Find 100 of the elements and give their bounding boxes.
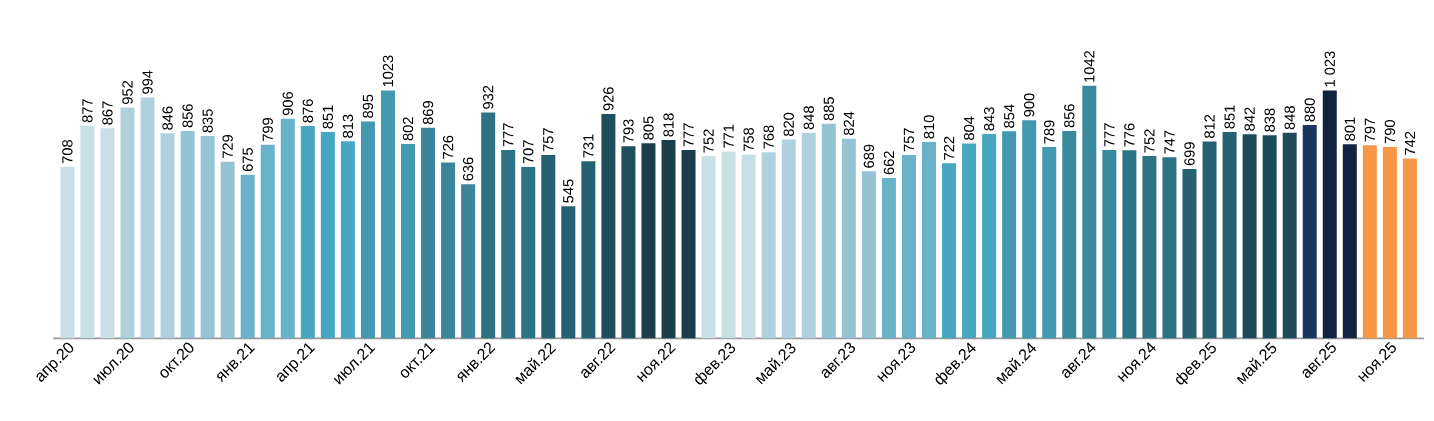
bar: [901, 154, 916, 339]
data-label: 1 023: [1324, 51, 1335, 87]
bar: [741, 154, 756, 339]
bar: [120, 107, 135, 339]
bar: [360, 121, 375, 339]
data-label: 867: [102, 101, 113, 125]
data-label: 777: [1104, 123, 1115, 147]
bar: [1042, 147, 1057, 339]
bar: [441, 162, 456, 339]
bar: [601, 113, 616, 339]
data-label: 805: [643, 116, 654, 140]
data-label: 768: [763, 125, 774, 149]
bar: [1022, 120, 1037, 339]
bar: [1302, 125, 1317, 339]
data-label: 752: [1144, 129, 1155, 153]
data-label: 729: [222, 134, 233, 158]
data-label: 848: [803, 106, 814, 130]
bar: [1222, 132, 1237, 339]
bar: [320, 132, 335, 339]
data-label: 771: [723, 124, 734, 148]
data-label: 818: [663, 113, 674, 137]
bar: [1322, 90, 1337, 339]
bar: [681, 150, 696, 339]
bar: [1362, 145, 1377, 339]
data-label: 757: [543, 128, 554, 152]
data-label: 880: [1304, 98, 1315, 122]
bar: [280, 118, 295, 339]
bar: [481, 112, 496, 339]
bar: [401, 143, 416, 339]
data-label: 877: [82, 99, 93, 123]
bar: [100, 128, 115, 339]
data-label: 708: [62, 140, 73, 164]
data-label: 731: [583, 134, 594, 158]
data-label: 856: [1064, 104, 1075, 128]
bar: [561, 206, 576, 339]
data-label: 757: [903, 128, 915, 152]
data-label: 876: [302, 99, 314, 123]
bar: [180, 130, 195, 339]
data-label: 900: [1024, 93, 1035, 117]
bar: [701, 156, 716, 339]
bar: [821, 123, 836, 339]
bar: [300, 126, 315, 339]
bar: [501, 150, 516, 339]
bar: [661, 140, 676, 339]
data-label: 790: [1384, 120, 1396, 144]
bar: [1122, 150, 1137, 339]
bar: [982, 134, 997, 339]
data-label: 636: [462, 157, 474, 181]
data-label: 722: [943, 136, 955, 160]
bar: [1142, 156, 1157, 339]
bar: [1162, 157, 1177, 339]
bar: [801, 132, 816, 339]
data-label: 812: [1204, 114, 1215, 138]
bar: [1402, 158, 1417, 339]
data-label: 801: [1344, 117, 1355, 141]
bar: [521, 166, 536, 339]
bar: [581, 161, 596, 339]
bar: [1342, 144, 1357, 339]
data-label: 856: [182, 104, 193, 128]
data-label: 747: [1164, 130, 1175, 154]
bar: [721, 151, 736, 339]
bar: [421, 127, 436, 339]
data-label: 793: [623, 119, 634, 143]
data-label: 726: [442, 135, 454, 159]
bar: [80, 125, 95, 339]
data-label: 854: [1003, 104, 1015, 128]
data-label: 843: [983, 107, 995, 131]
bar: [1202, 141, 1217, 339]
bar: [140, 97, 155, 339]
data-label: 776: [1124, 123, 1135, 147]
data-label: 851: [1224, 105, 1235, 129]
data-label: 926: [603, 87, 614, 111]
data-label: 799: [262, 117, 273, 142]
data-label: 885: [823, 97, 835, 121]
bar: [1282, 132, 1297, 339]
data-label: 994: [142, 70, 153, 94]
data-label: 848: [1284, 106, 1295, 130]
bar: [641, 143, 656, 339]
bar: [200, 135, 215, 339]
bar: [942, 163, 957, 339]
data-label: 675: [242, 147, 253, 172]
data-label: 802: [402, 117, 414, 141]
data-label: 813: [342, 114, 354, 138]
data-label: 820: [783, 112, 794, 137]
bar: [1242, 134, 1257, 339]
bar: [380, 90, 395, 339]
data-label: 804: [963, 116, 975, 140]
data-label: 824: [843, 111, 855, 136]
bar: [841, 138, 856, 339]
bar: [461, 184, 476, 339]
bar: [340, 141, 355, 339]
data-label: 869: [422, 101, 434, 125]
bar: [861, 171, 876, 339]
data-label: 742: [1404, 131, 1416, 155]
data-label: 752: [703, 129, 714, 153]
bar: [160, 133, 175, 339]
data-label: 1042: [1084, 50, 1095, 82]
data-label: 1023: [382, 55, 394, 87]
bar: [881, 177, 896, 339]
bar: [962, 143, 977, 339]
